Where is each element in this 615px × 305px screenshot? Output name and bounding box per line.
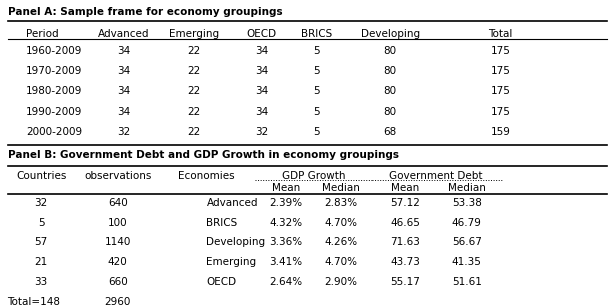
Text: 22: 22: [188, 66, 201, 76]
Text: 4.26%: 4.26%: [325, 238, 358, 247]
Text: 80: 80: [384, 106, 397, 117]
Text: 5: 5: [314, 46, 320, 56]
Text: Total=148: Total=148: [7, 297, 60, 305]
Text: 2000-2009: 2000-2009: [26, 127, 82, 137]
Text: 175: 175: [490, 86, 510, 96]
Text: 21: 21: [34, 257, 48, 267]
Text: 5: 5: [314, 127, 320, 137]
Text: 640: 640: [108, 198, 127, 208]
Text: 57.12: 57.12: [391, 198, 421, 208]
Text: 32: 32: [255, 127, 268, 137]
Text: 1970-2009: 1970-2009: [26, 66, 82, 76]
Text: 175: 175: [490, 66, 510, 76]
Text: 22: 22: [188, 86, 201, 96]
Text: BRICS: BRICS: [301, 29, 332, 39]
Text: GDP Growth: GDP Growth: [282, 171, 346, 181]
Text: Emerging: Emerging: [169, 29, 220, 39]
Text: Panel A: Sample frame for economy groupings: Panel A: Sample frame for economy groupi…: [7, 7, 282, 17]
Text: 159: 159: [490, 127, 510, 137]
Text: Median: Median: [448, 183, 486, 193]
Text: 57: 57: [34, 238, 48, 247]
Text: Developing: Developing: [360, 29, 419, 39]
Text: 46.65: 46.65: [391, 218, 421, 228]
Text: Total: Total: [488, 29, 512, 39]
Text: 68: 68: [384, 127, 397, 137]
Text: 32: 32: [34, 198, 48, 208]
Text: 4.70%: 4.70%: [325, 218, 358, 228]
Text: 5: 5: [314, 66, 320, 76]
Text: 33: 33: [34, 277, 48, 287]
Text: Median: Median: [322, 183, 360, 193]
Text: 100: 100: [108, 218, 127, 228]
Text: 5: 5: [314, 86, 320, 96]
Text: 2.83%: 2.83%: [325, 198, 358, 208]
Text: 34: 34: [117, 66, 130, 76]
Text: 1980-2009: 1980-2009: [26, 86, 82, 96]
Text: 56.67: 56.67: [452, 238, 482, 247]
Text: 55.17: 55.17: [391, 277, 421, 287]
Text: 4.70%: 4.70%: [325, 257, 358, 267]
Text: observations: observations: [84, 171, 151, 181]
Text: 660: 660: [108, 277, 127, 287]
Text: 2960: 2960: [105, 297, 131, 305]
Text: 420: 420: [108, 257, 127, 267]
Text: 80: 80: [384, 86, 397, 96]
Text: Period: Period: [26, 29, 58, 39]
Text: 51.61: 51.61: [452, 277, 482, 287]
Text: 34: 34: [255, 66, 268, 76]
Text: Mean: Mean: [272, 183, 300, 193]
Text: 2.39%: 2.39%: [269, 198, 303, 208]
Text: BRICS: BRICS: [207, 218, 238, 228]
Text: 2.90%: 2.90%: [325, 277, 358, 287]
Text: 5: 5: [38, 218, 44, 228]
Text: Advanced: Advanced: [207, 198, 258, 208]
Text: Mean: Mean: [391, 183, 419, 193]
Text: 3.36%: 3.36%: [269, 238, 303, 247]
Text: Emerging: Emerging: [207, 257, 256, 267]
Text: Advanced: Advanced: [98, 29, 149, 39]
Text: Panel B: Government Debt and GDP Growth in economy groupings: Panel B: Government Debt and GDP Growth …: [7, 150, 399, 160]
Text: Government Debt: Government Debt: [389, 171, 483, 181]
Text: 175: 175: [490, 106, 510, 117]
Text: 43.73: 43.73: [391, 257, 421, 267]
Text: Economies: Economies: [178, 171, 235, 181]
Text: 34: 34: [255, 86, 268, 96]
Text: 46.79: 46.79: [452, 218, 482, 228]
Text: OECD: OECD: [207, 277, 237, 287]
Text: 22: 22: [188, 46, 201, 56]
Text: 34: 34: [117, 86, 130, 96]
Text: 5: 5: [314, 106, 320, 117]
Text: 53.38: 53.38: [452, 198, 482, 208]
Text: Countries: Countries: [16, 171, 66, 181]
Text: 34: 34: [117, 46, 130, 56]
Text: 80: 80: [384, 66, 397, 76]
Text: 34: 34: [255, 106, 268, 117]
Text: 4.32%: 4.32%: [269, 218, 303, 228]
Text: 2.64%: 2.64%: [269, 277, 303, 287]
Text: 1990-2009: 1990-2009: [26, 106, 82, 117]
Text: 32: 32: [117, 127, 130, 137]
Text: 71.63: 71.63: [391, 238, 421, 247]
Text: Developing: Developing: [207, 238, 266, 247]
Text: 22: 22: [188, 127, 201, 137]
Text: 1960-2009: 1960-2009: [26, 46, 82, 56]
Text: 1140: 1140: [105, 238, 131, 247]
Text: 34: 34: [117, 106, 130, 117]
Text: 34: 34: [255, 46, 268, 56]
Text: 80: 80: [384, 46, 397, 56]
Text: 22: 22: [188, 106, 201, 117]
Text: 3.41%: 3.41%: [269, 257, 303, 267]
Text: 41.35: 41.35: [452, 257, 482, 267]
Text: 175: 175: [490, 46, 510, 56]
Text: OECD: OECD: [247, 29, 277, 39]
